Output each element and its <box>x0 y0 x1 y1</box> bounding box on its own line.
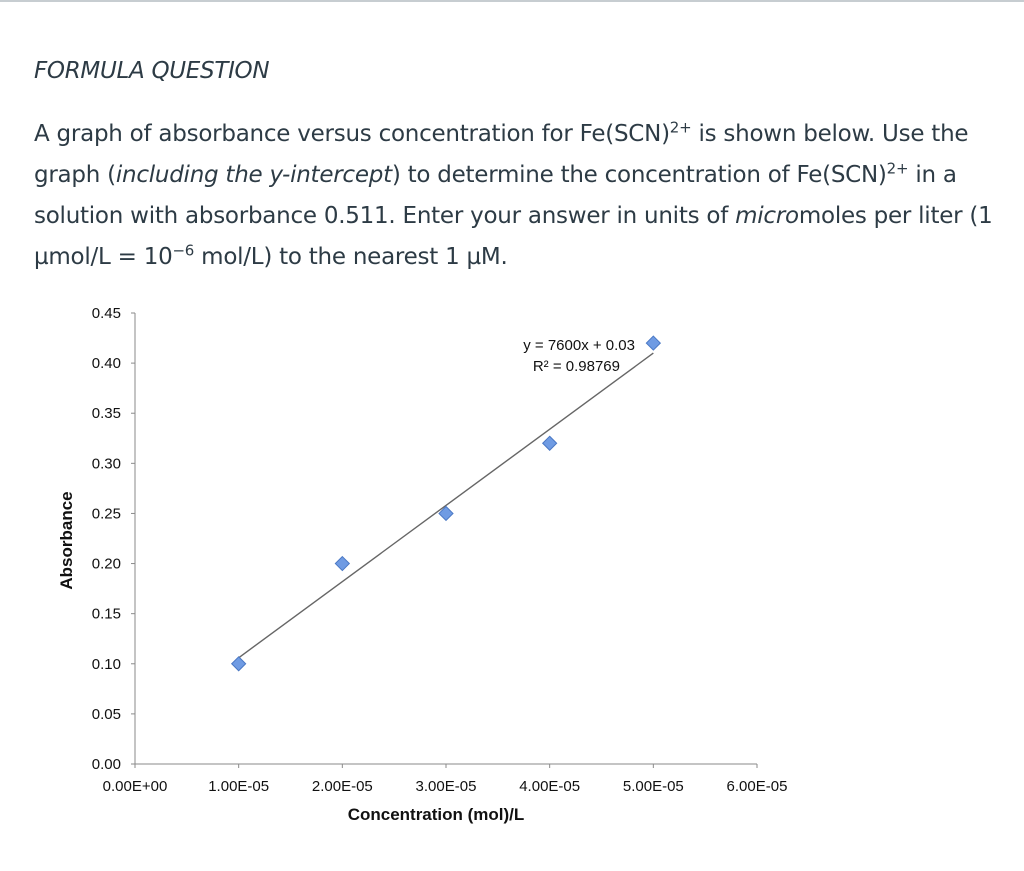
y-tick-label: 0.00 <box>92 756 121 773</box>
absorbance-chart: 0.00 0.05 0.10 0.15 0.20 0.25 0.30 0.35 0.40 0.45… <box>57 305 788 824</box>
y-tick-label: 0.40 <box>92 355 121 372</box>
question-text-part: mol/L) to the nearest 1 µM. <box>194 244 508 270</box>
x-tick-label: 0.00E+00 <box>103 778 168 795</box>
trendline-equation-label: y = 7600x + 0.03 <box>523 337 635 354</box>
question-text-italic: micro <box>735 203 799 229</box>
top-divider <box>0 0 1024 2</box>
y-tick-label: 0.15 <box>92 606 121 623</box>
trendline <box>238 352 654 659</box>
data-point-marker <box>438 505 454 522</box>
y-tick-label: 0.05 <box>92 706 121 723</box>
x-tick-label: 4.00E-05 <box>519 778 580 795</box>
y-tick-label: 0.30 <box>92 455 121 472</box>
data-point-marker <box>334 555 351 572</box>
question-text-part: moles per liter (1 µmol/L = 10 <box>34 203 993 270</box>
y-tick-label: 0.10 <box>92 656 121 673</box>
x-axis-title: Concentration (mol)/L <box>348 805 525 824</box>
x-tick-label: 2.00E-05 <box>312 778 373 795</box>
x-tick-label: 3.00E-05 <box>416 778 477 795</box>
superscript-charge: 2+ <box>669 118 692 137</box>
y-axis-title: Absorbance <box>57 491 76 589</box>
x-tick-label: 6.00E-05 <box>727 778 788 795</box>
superscript-charge: 2+ <box>886 159 909 178</box>
question-text-part: in a solution with absorbance 0.511. Ent… <box>34 162 957 229</box>
question-type-label: FORMULA QUESTION <box>34 58 270 84</box>
x-tick-label: 1.00E-05 <box>208 778 269 795</box>
question-text: A graph of absorbance versus concentrati… <box>34 114 1009 278</box>
data-point-marker <box>541 435 558 451</box>
question-text-part: ) to determine the concentration of Fe(S… <box>391 162 887 188</box>
y-tick-label: 0.45 <box>92 305 121 322</box>
question-text-part: A graph of absorbance versus concentrati… <box>34 121 670 147</box>
data-point-marker <box>645 335 662 351</box>
trendline-r2-label: R² = 0.98769 <box>533 358 620 375</box>
x-tick-label: 5.00E-05 <box>623 778 684 795</box>
y-tick-label: 0.35 <box>92 405 121 422</box>
y-tick-label: 0.20 <box>92 556 121 573</box>
data-point-marker <box>230 656 247 672</box>
question-text-part: is shown below. Use the graph ( <box>34 121 969 188</box>
y-tick-label: 0.25 <box>92 505 121 522</box>
question-text-italic: including the y-intercept <box>115 162 392 188</box>
superscript-exponent: −6 <box>172 241 195 260</box>
